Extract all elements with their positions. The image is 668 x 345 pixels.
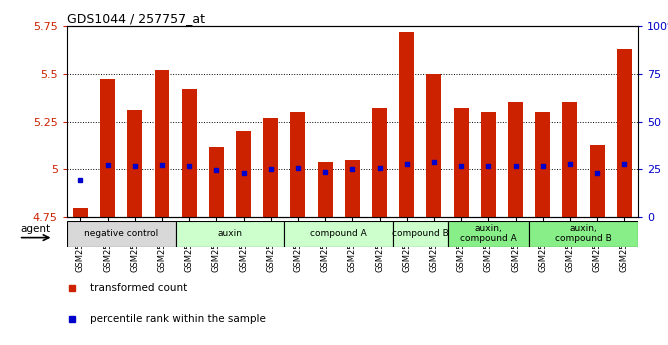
Text: agent: agent xyxy=(20,224,50,234)
Bar xyxy=(399,32,414,217)
Bar xyxy=(67,221,176,247)
Text: compound B: compound B xyxy=(392,229,449,238)
Bar xyxy=(562,102,577,217)
Text: negative control: negative control xyxy=(84,229,158,238)
Bar xyxy=(448,221,529,247)
Bar xyxy=(73,208,88,217)
Bar xyxy=(590,145,605,217)
Bar xyxy=(617,49,632,217)
Bar xyxy=(529,221,638,247)
Bar xyxy=(176,221,285,247)
Bar xyxy=(426,74,442,217)
Bar xyxy=(345,160,360,217)
Bar xyxy=(481,112,496,217)
Text: compound A: compound A xyxy=(311,229,367,238)
Bar xyxy=(372,108,387,217)
Bar xyxy=(454,108,469,217)
Bar xyxy=(393,221,448,247)
Bar xyxy=(182,89,196,217)
Text: auxin,
compound B: auxin, compound B xyxy=(555,224,612,244)
Bar xyxy=(128,110,142,217)
Bar xyxy=(209,147,224,217)
Bar xyxy=(291,112,305,217)
Bar xyxy=(154,70,170,217)
Bar xyxy=(285,221,393,247)
Bar xyxy=(318,162,333,217)
Bar xyxy=(100,79,115,217)
Bar xyxy=(236,131,251,217)
Text: auxin: auxin xyxy=(218,229,242,238)
Text: GDS1044 / 257757_at: GDS1044 / 257757_at xyxy=(67,12,205,25)
Bar xyxy=(535,112,550,217)
Text: percentile rank within the sample: percentile rank within the sample xyxy=(90,314,265,324)
Text: auxin,
compound A: auxin, compound A xyxy=(460,224,517,244)
Bar xyxy=(263,118,279,217)
Bar xyxy=(508,102,523,217)
Text: transformed count: transformed count xyxy=(90,284,187,293)
